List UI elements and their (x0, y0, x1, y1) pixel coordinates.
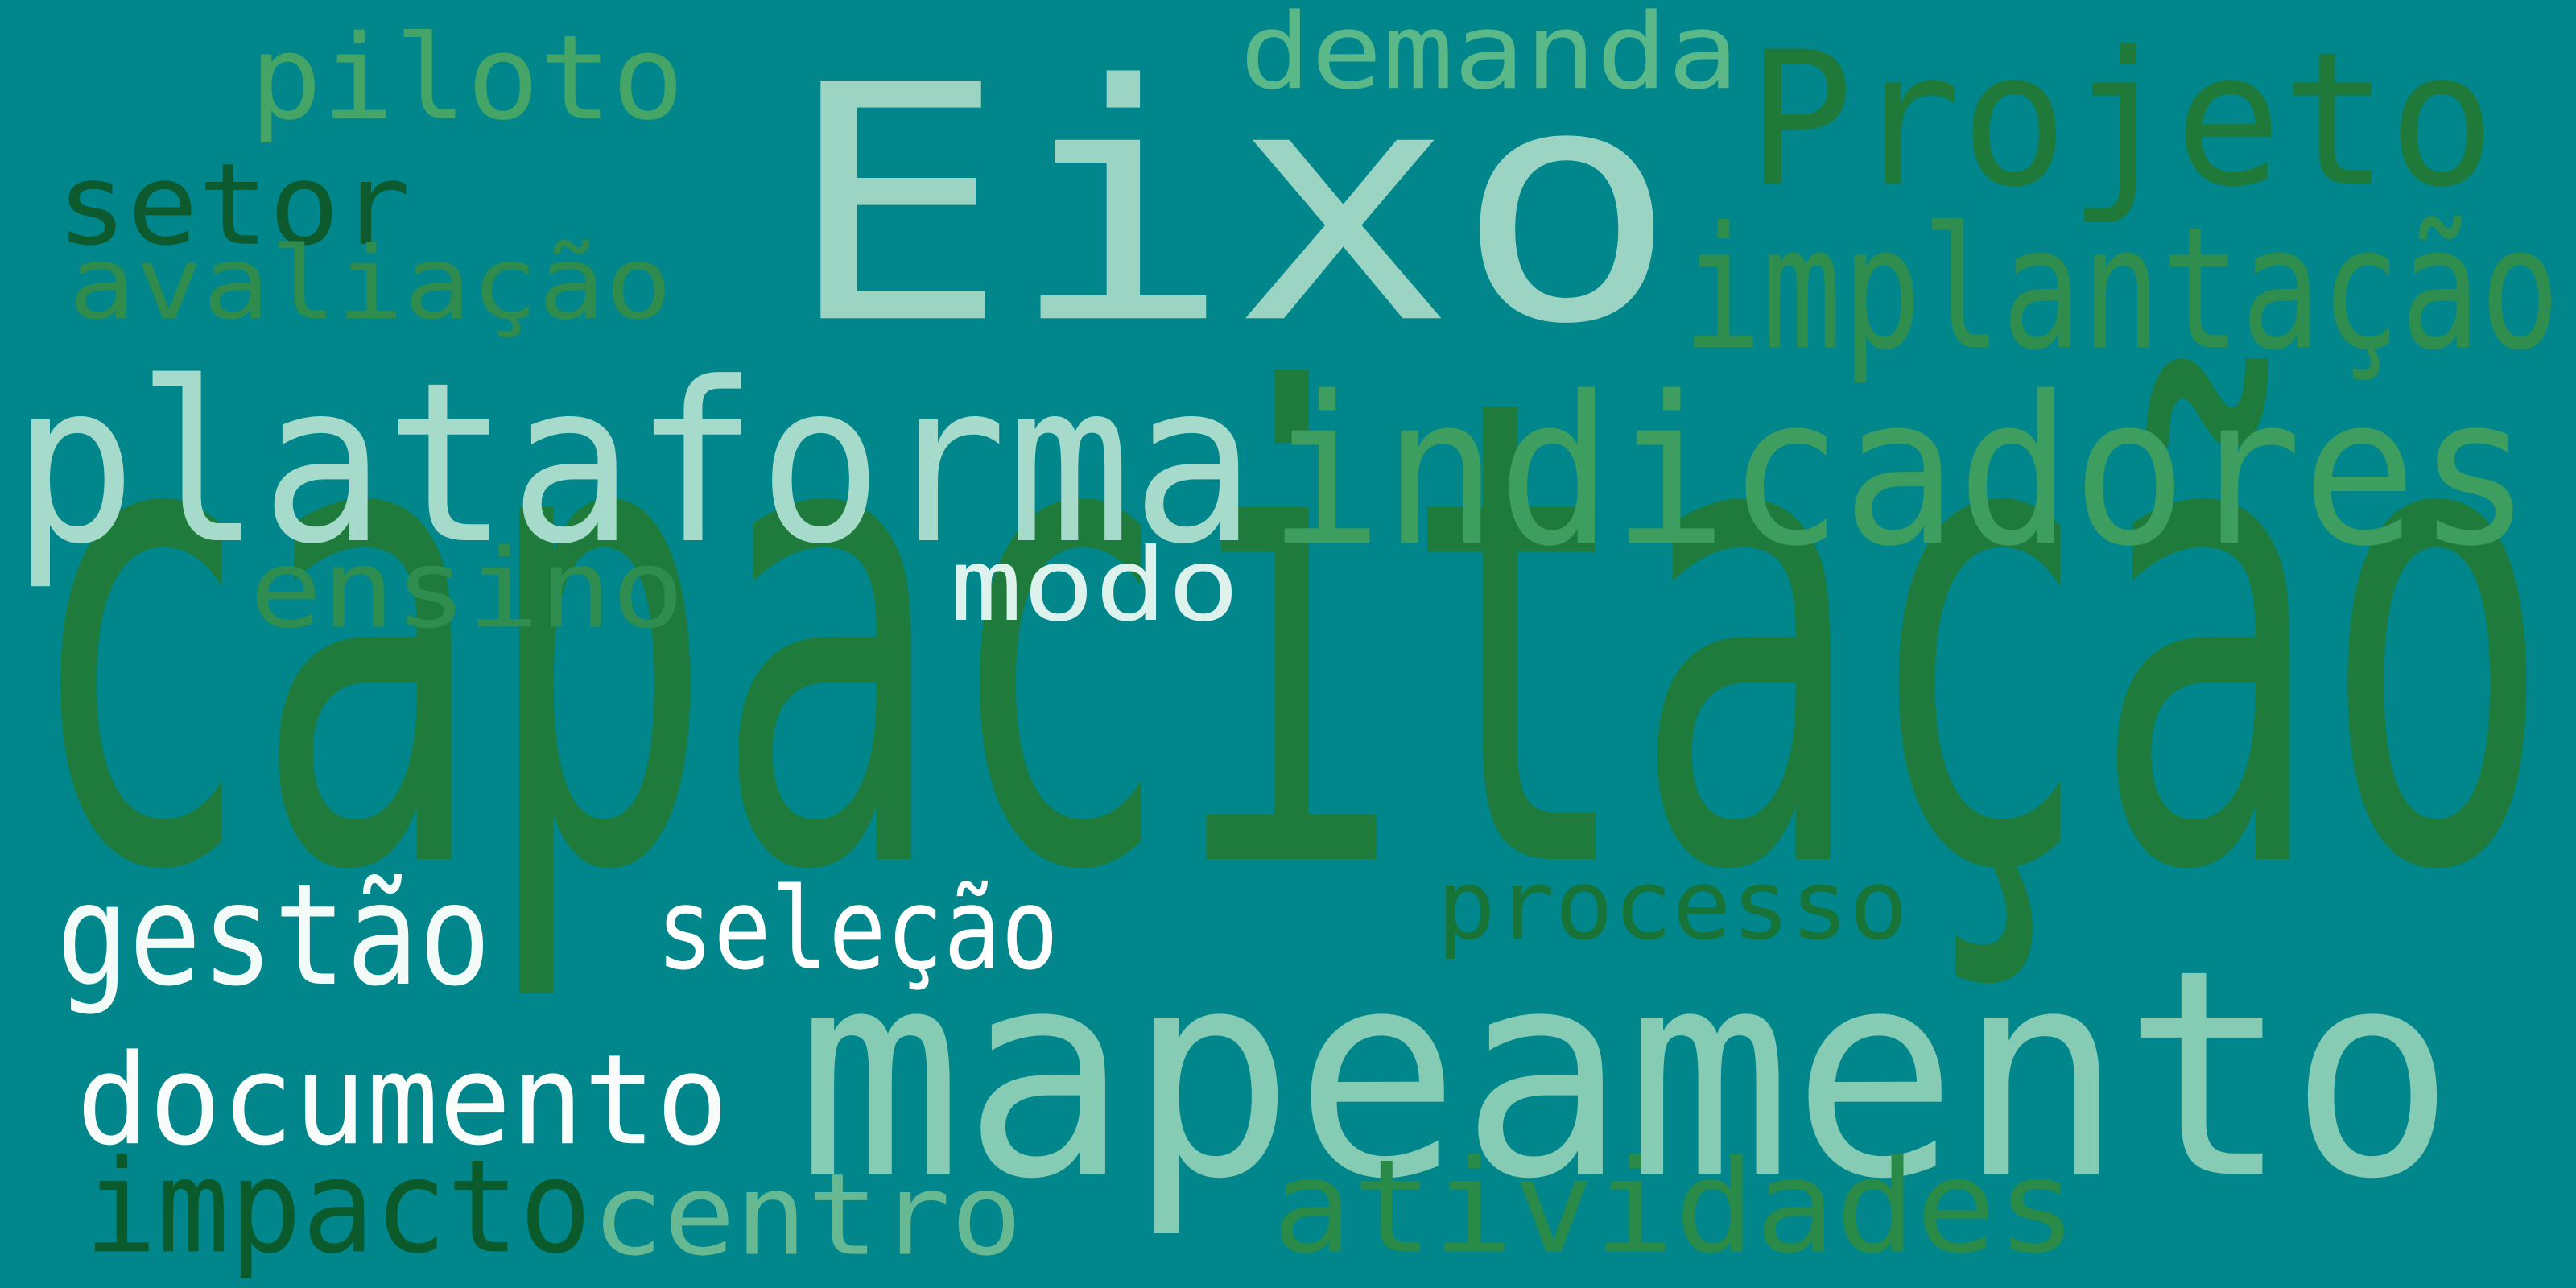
word-setor: setor (56, 138, 411, 271)
word-demanda: demanda (1240, 0, 1739, 114)
word-selecao: seleção (656, 863, 1059, 996)
word-avaliacao: avaliação (68, 224, 672, 342)
word-modo: modo (950, 526, 1240, 644)
word-projeto: Projeto (1747, 11, 2496, 229)
word-impacto: impacto (85, 1131, 592, 1282)
word-eixo: Eixo (785, 14, 1678, 397)
word-implantacao: implantação (1682, 190, 2560, 388)
word-documento: documento (76, 1027, 729, 1174)
word-ensino: ensino (250, 525, 684, 653)
word-centro: centro (592, 1149, 1022, 1282)
word-gestao: gestão (56, 852, 491, 1018)
word-indicadores: indicadores (1268, 352, 2532, 592)
word-plataforma: plataforma (12, 334, 1256, 593)
word-capacitacao: capacitação (24, 260, 2552, 1013)
word-mapeamento: mapeamento (797, 908, 2455, 1243)
word-atividades: atividades (1272, 1131, 2077, 1282)
word-processo: processo (1437, 848, 1908, 962)
word-piloto: piloto (250, 9, 684, 147)
